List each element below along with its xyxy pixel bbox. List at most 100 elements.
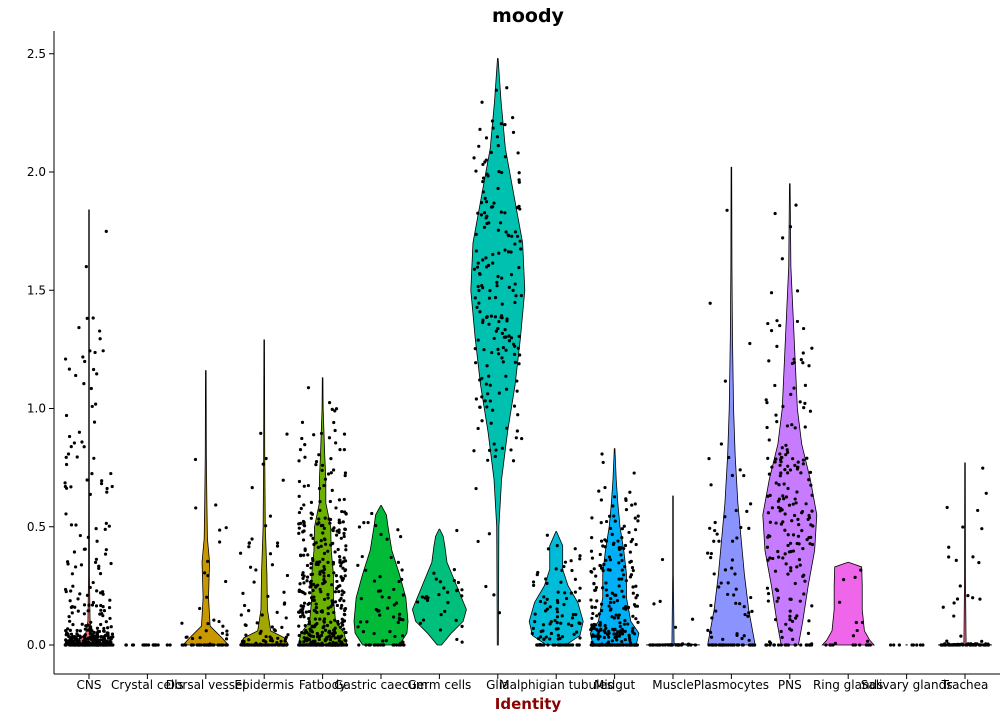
data-point bbox=[343, 613, 347, 617]
data-point bbox=[765, 586, 770, 590]
data-point bbox=[617, 613, 621, 617]
data-point bbox=[476, 539, 480, 544]
data-point bbox=[338, 636, 342, 640]
data-point bbox=[487, 322, 491, 326]
x-tick-label: Muscle bbox=[652, 678, 694, 692]
data-point bbox=[590, 570, 594, 574]
violin-germ-cells bbox=[411, 528, 467, 646]
data-point bbox=[805, 456, 809, 460]
data-point bbox=[479, 213, 484, 217]
data-point bbox=[551, 643, 555, 647]
data-point bbox=[318, 560, 322, 564]
data-point bbox=[480, 100, 484, 104]
data-point bbox=[372, 631, 376, 636]
data-point bbox=[205, 595, 209, 599]
data-point bbox=[484, 256, 488, 260]
data-point bbox=[338, 584, 342, 588]
data-point bbox=[615, 634, 619, 639]
data-point bbox=[308, 627, 312, 631]
data-point bbox=[505, 426, 509, 430]
data-point bbox=[189, 643, 194, 647]
data-point bbox=[786, 471, 790, 475]
data-point bbox=[747, 638, 751, 642]
data-point bbox=[319, 590, 323, 594]
data-point bbox=[297, 526, 301, 530]
data-point bbox=[66, 452, 71, 456]
data-point bbox=[539, 629, 543, 634]
data-point bbox=[88, 585, 92, 590]
data-point bbox=[709, 635, 714, 639]
data-point bbox=[313, 623, 317, 628]
data-point bbox=[300, 436, 304, 441]
data-point bbox=[303, 443, 307, 447]
data-point bbox=[960, 642, 964, 646]
data-point bbox=[888, 643, 893, 647]
data-point bbox=[625, 643, 629, 647]
data-point bbox=[786, 486, 790, 491]
data-point bbox=[590, 616, 594, 620]
data-point bbox=[250, 486, 254, 490]
data-point bbox=[391, 643, 395, 647]
data-point bbox=[630, 503, 634, 507]
data-point bbox=[85, 593, 90, 598]
data-point bbox=[801, 361, 805, 365]
data-point bbox=[396, 560, 400, 564]
data-point bbox=[722, 643, 726, 647]
data-point bbox=[475, 265, 480, 269]
data-point bbox=[945, 639, 949, 643]
data-point bbox=[770, 465, 774, 469]
data-point bbox=[314, 541, 318, 545]
data-point bbox=[423, 596, 427, 600]
data-point bbox=[766, 591, 771, 596]
data-point bbox=[399, 617, 403, 622]
data-point bbox=[775, 319, 779, 323]
data-point bbox=[82, 603, 87, 607]
data-point bbox=[593, 634, 597, 638]
data-point bbox=[104, 620, 108, 624]
data-point bbox=[321, 523, 325, 527]
data-point bbox=[165, 643, 169, 647]
data-point bbox=[101, 638, 105, 642]
data-point bbox=[709, 556, 713, 560]
chart-title: moody bbox=[492, 5, 565, 27]
data-point bbox=[775, 599, 779, 603]
data-point bbox=[577, 643, 581, 647]
data-point bbox=[597, 612, 601, 616]
data-point bbox=[723, 568, 728, 572]
data-point bbox=[95, 633, 99, 637]
points-fatbody bbox=[297, 386, 349, 647]
data-point bbox=[610, 639, 615, 643]
data-point bbox=[768, 493, 772, 497]
data-point bbox=[554, 567, 558, 571]
data-point bbox=[940, 643, 944, 647]
data-point bbox=[775, 344, 779, 348]
data-point bbox=[750, 643, 755, 647]
x-tick-label: CNS bbox=[77, 678, 102, 692]
y-tick-label: 1.0 bbox=[27, 402, 46, 416]
data-point bbox=[766, 321, 770, 326]
data-point bbox=[725, 208, 729, 212]
y-tick-label: 1.5 bbox=[27, 283, 46, 297]
data-point bbox=[768, 520, 772, 524]
data-point bbox=[82, 445, 86, 449]
data-point bbox=[784, 453, 788, 457]
data-point bbox=[515, 429, 519, 433]
data-point bbox=[338, 448, 342, 452]
data-point bbox=[324, 542, 328, 546]
data-point bbox=[476, 338, 480, 342]
data-point bbox=[742, 634, 746, 638]
data-point bbox=[484, 158, 488, 162]
data-point bbox=[376, 589, 381, 593]
data-point bbox=[104, 634, 108, 638]
data-point bbox=[100, 642, 104, 646]
data-point bbox=[631, 585, 635, 589]
data-point bbox=[339, 596, 343, 601]
data-point bbox=[317, 637, 321, 642]
data-point bbox=[624, 498, 628, 502]
points-glia bbox=[472, 86, 524, 615]
data-point bbox=[432, 571, 436, 575]
data-point bbox=[690, 617, 695, 621]
x-tick-label: Glia bbox=[486, 678, 509, 692]
data-point bbox=[300, 643, 304, 647]
data-point bbox=[788, 609, 792, 613]
